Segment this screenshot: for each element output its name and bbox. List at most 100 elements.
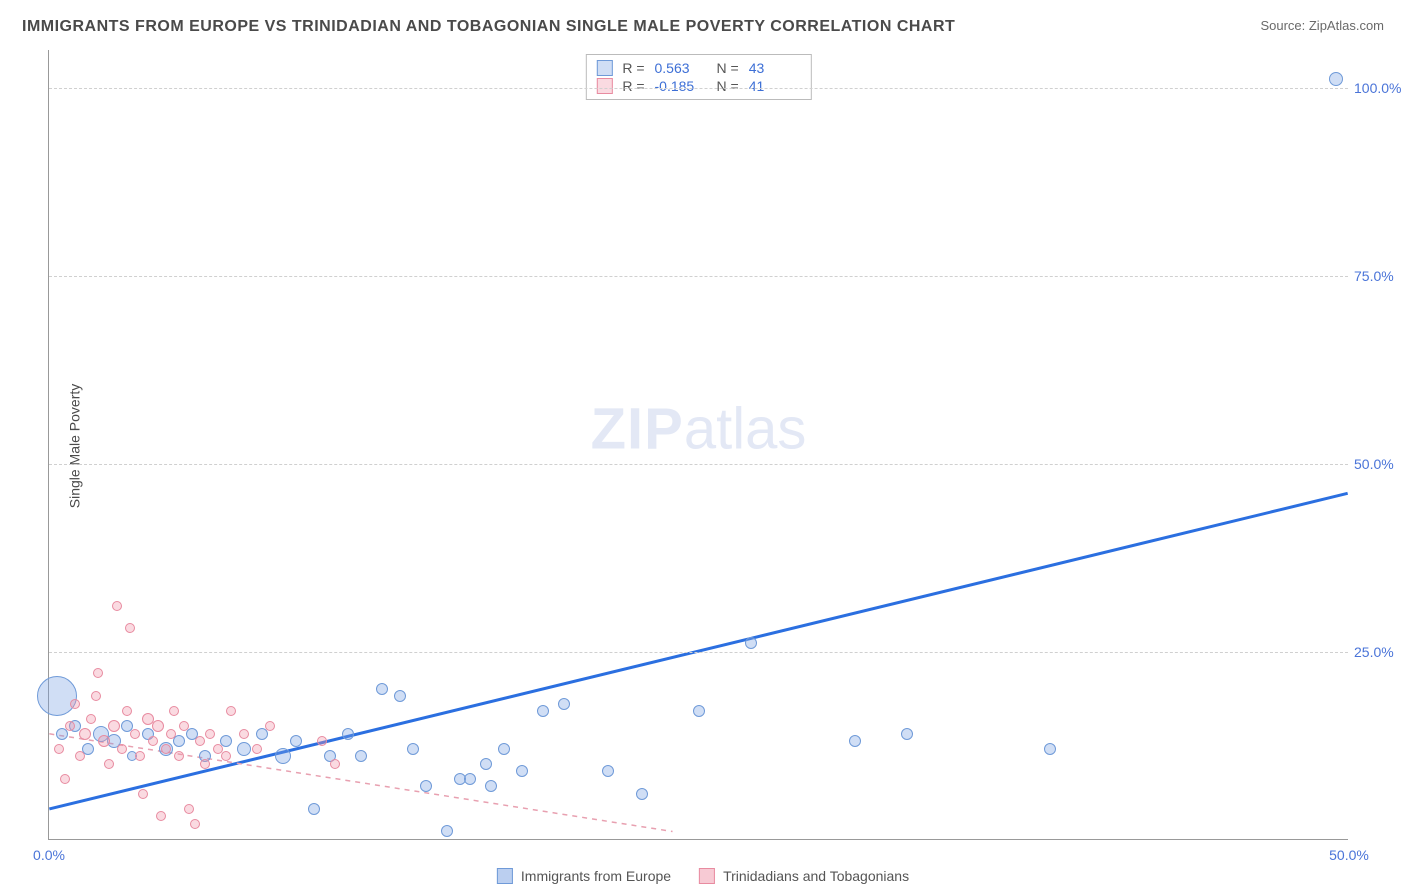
trend-lines bbox=[49, 50, 1348, 839]
stats-legend: R = 0.563 N = 43 R = -0.185 N = 41 bbox=[585, 54, 811, 100]
data-point bbox=[342, 728, 354, 740]
data-point bbox=[308, 803, 320, 815]
data-point bbox=[112, 601, 122, 611]
data-point bbox=[93, 668, 103, 678]
data-point bbox=[1329, 72, 1343, 86]
data-point bbox=[464, 773, 476, 785]
data-point bbox=[190, 819, 200, 829]
y-tick-label: 75.0% bbox=[1354, 268, 1406, 284]
n-label: N = bbox=[717, 60, 739, 76]
data-point bbox=[355, 750, 367, 762]
trend-line bbox=[49, 734, 672, 832]
data-point bbox=[252, 744, 262, 754]
y-tick-label: 25.0% bbox=[1354, 644, 1406, 660]
data-point bbox=[60, 774, 70, 784]
data-point bbox=[480, 758, 492, 770]
data-point bbox=[226, 706, 236, 716]
bottom-legend: Immigrants from Europe Trinidadians and T… bbox=[497, 868, 909, 884]
data-point bbox=[420, 780, 432, 792]
r-value: 0.563 bbox=[655, 60, 707, 76]
data-point bbox=[98, 735, 110, 747]
legend-label: Immigrants from Europe bbox=[521, 868, 671, 884]
data-point bbox=[221, 751, 231, 761]
source-label: Source: ZipAtlas.com bbox=[1260, 18, 1384, 33]
data-point bbox=[75, 751, 85, 761]
data-point bbox=[516, 765, 528, 777]
n-value: 41 bbox=[749, 78, 801, 94]
data-point bbox=[407, 743, 419, 755]
legend-item: Trinidadians and Tobagonians bbox=[699, 868, 909, 884]
data-point bbox=[166, 729, 176, 739]
grid-line bbox=[49, 88, 1348, 89]
data-point bbox=[70, 699, 80, 709]
plot-area: ZIPatlas R =0.563N =43R =-0.185N =41 25.… bbox=[48, 50, 1348, 840]
stats-row: R = 0.563 N = 43 bbox=[596, 59, 800, 77]
data-point bbox=[156, 811, 166, 821]
data-point bbox=[849, 735, 861, 747]
watermark: ZIPatlas bbox=[591, 395, 807, 462]
r-value: -0.185 bbox=[655, 78, 707, 94]
data-point bbox=[65, 721, 75, 731]
legend-swatch bbox=[596, 78, 612, 94]
n-value: 43 bbox=[749, 60, 801, 76]
data-point bbox=[693, 705, 705, 717]
r-label: R = bbox=[622, 78, 644, 94]
grid-line bbox=[49, 652, 1348, 653]
data-point bbox=[901, 728, 913, 740]
data-point bbox=[537, 705, 549, 717]
data-point bbox=[317, 736, 327, 746]
data-point bbox=[91, 691, 101, 701]
legend-item: Immigrants from Europe bbox=[497, 868, 671, 884]
data-point bbox=[602, 765, 614, 777]
data-point bbox=[485, 780, 497, 792]
grid-line bbox=[49, 464, 1348, 465]
data-point bbox=[205, 729, 215, 739]
data-point bbox=[200, 759, 210, 769]
legend-swatch bbox=[497, 868, 513, 884]
data-point bbox=[330, 759, 340, 769]
data-point bbox=[1044, 743, 1056, 755]
data-point bbox=[394, 690, 406, 702]
data-point bbox=[179, 721, 189, 731]
data-point bbox=[37, 676, 77, 716]
data-point bbox=[79, 728, 91, 740]
data-point bbox=[376, 683, 388, 695]
y-tick-label: 50.0% bbox=[1354, 456, 1406, 472]
data-point bbox=[148, 736, 158, 746]
data-point bbox=[86, 714, 96, 724]
data-point bbox=[108, 720, 120, 732]
data-point bbox=[54, 744, 64, 754]
data-point bbox=[152, 720, 164, 732]
r-label: R = bbox=[622, 60, 644, 76]
chart-title: IMMIGRANTS FROM EUROPE VS TRINIDADIAN AN… bbox=[22, 18, 955, 36]
data-point bbox=[104, 759, 114, 769]
data-point bbox=[265, 721, 275, 731]
data-point bbox=[498, 743, 510, 755]
n-label: N = bbox=[717, 78, 739, 94]
data-point bbox=[745, 637, 757, 649]
legend-swatch bbox=[596, 60, 612, 76]
data-point bbox=[636, 788, 648, 800]
data-point bbox=[135, 751, 145, 761]
data-point bbox=[117, 744, 127, 754]
x-tick-label: 50.0% bbox=[1329, 847, 1369, 863]
watermark-atlas: atlas bbox=[684, 396, 807, 461]
data-point bbox=[174, 751, 184, 761]
y-tick-label: 100.0% bbox=[1354, 80, 1406, 96]
data-point bbox=[169, 706, 179, 716]
data-point bbox=[275, 748, 291, 764]
data-point bbox=[138, 789, 148, 799]
data-point bbox=[130, 729, 140, 739]
x-tick-label: 0.0% bbox=[33, 847, 65, 863]
data-point bbox=[441, 825, 453, 837]
data-point bbox=[237, 742, 251, 756]
data-point bbox=[290, 735, 302, 747]
watermark-zip: ZIP bbox=[591, 396, 684, 461]
data-point bbox=[558, 698, 570, 710]
data-point bbox=[161, 744, 171, 754]
legend-swatch bbox=[699, 868, 715, 884]
legend-label: Trinidadians and Tobagonians bbox=[723, 868, 909, 884]
data-point bbox=[122, 706, 132, 716]
grid-line bbox=[49, 276, 1348, 277]
data-point bbox=[195, 736, 205, 746]
